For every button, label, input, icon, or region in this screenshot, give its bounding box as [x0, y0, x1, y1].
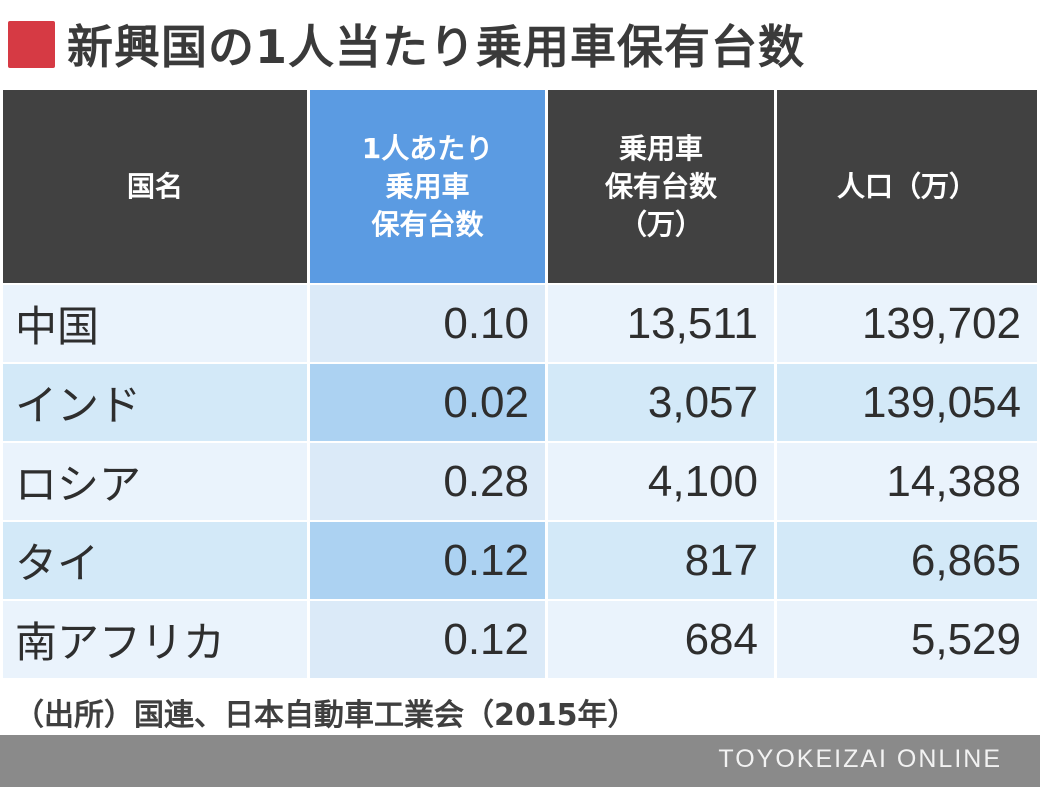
cell-country: タイ — [3, 522, 307, 599]
header-population: 人口（万） — [777, 90, 1037, 283]
cell-cars: 3,057 — [548, 364, 774, 441]
cell-population: 139,054 — [777, 364, 1037, 441]
header-cars: 乗用車 保有台数 （万） — [548, 90, 774, 283]
header-per-capita: 1人あたり 乗用車 保有台数 — [310, 90, 545, 283]
cell-cars: 13,511 — [548, 285, 774, 362]
table-header-row: 国名 1人あたり 乗用車 保有台数 乗用車 保有台数 （万） 人口（万） — [3, 90, 1037, 283]
footer-bar: TOYOKEIZAI ONLINE — [0, 735, 1040, 787]
brand-label: TOYOKEIZAI ONLINE — [718, 745, 1002, 773]
cell-country: 南アフリカ — [3, 601, 307, 678]
cell-population: 5,529 — [777, 601, 1037, 678]
cell-cars: 684 — [548, 601, 774, 678]
cell-country: ロシア — [3, 443, 307, 520]
header-per-capita-label: 1人あたり 乗用車 保有台数 — [361, 131, 494, 241]
cell-population: 139,702 — [777, 285, 1037, 362]
table-row: インド 0.02 3,057 139,054 — [3, 364, 1037, 441]
cell-cars: 4,100 — [548, 443, 774, 520]
cell-per-capita: 0.02 — [310, 364, 545, 441]
header-cars-label: 乗用車 保有台数 （万） — [604, 131, 717, 241]
chart-title: 新興国の1人当たり乗用車保有台数 — [8, 14, 805, 74]
table-row: ロシア 0.28 4,100 14,388 — [3, 443, 1037, 520]
source-note: （出所）国連、日本自動車工業会（2015年） — [14, 698, 638, 733]
cell-country: 中国 — [3, 285, 307, 362]
cell-per-capita: 0.12 — [310, 601, 545, 678]
cell-population: 14,388 — [777, 443, 1037, 520]
cell-cars: 817 — [548, 522, 774, 599]
table-row: 中国 0.10 13,511 139,702 — [3, 285, 1037, 362]
title-marker-square — [8, 20, 55, 68]
table-row: 南アフリカ 0.12 684 5,529 — [3, 601, 1037, 678]
header-population-label: 人口（万） — [836, 169, 977, 203]
data-table: 国名 1人あたり 乗用車 保有台数 乗用車 保有台数 （万） 人口（万） 中国 … — [3, 90, 1037, 678]
header-country: 国名 — [3, 90, 307, 283]
cell-population: 6,865 — [777, 522, 1037, 599]
cell-per-capita: 0.12 — [310, 522, 545, 599]
cell-country: インド — [3, 364, 307, 441]
cell-per-capita: 0.10 — [310, 285, 545, 362]
cell-per-capita: 0.28 — [310, 443, 545, 520]
header-country-label: 国名 — [126, 169, 183, 203]
title-text: 新興国の1人当たり乗用車保有台数 — [67, 20, 806, 74]
table-row: タイ 0.12 817 6,865 — [3, 522, 1037, 599]
